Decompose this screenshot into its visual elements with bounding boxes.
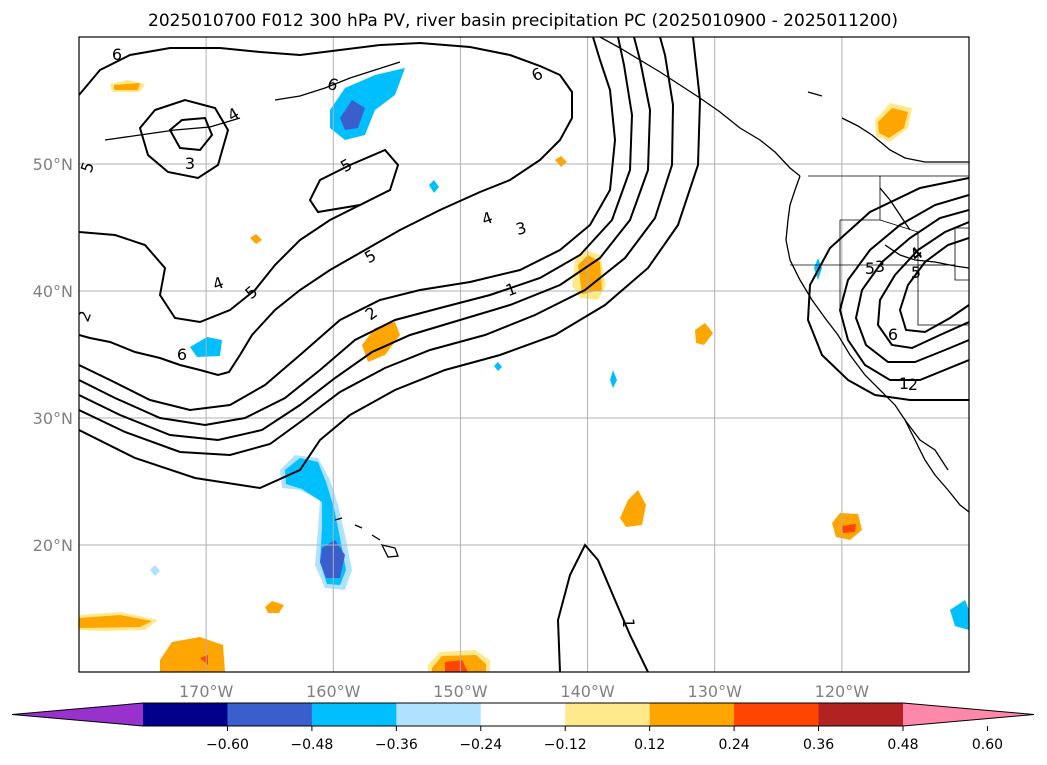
coastlines	[104, 37, 969, 558]
colorbar-outline	[11, 702, 1035, 727]
map-frame	[78, 36, 970, 673]
pv-contour-label: 2	[908, 375, 918, 394]
pv-contour-label: 5	[911, 263, 921, 282]
grid-lines	[79, 37, 969, 672]
pv-contour-label: 5	[865, 259, 875, 278]
contour-4-low	[168, 116, 214, 152]
pv-contour-label: 6	[177, 345, 187, 364]
colorbar-segment	[311, 703, 397, 726]
longitude-labels: 170°W 160°W 150°W 140°W 130°W 120°W	[179, 682, 869, 701]
colorbar-tick-label: −0.12	[544, 737, 587, 753]
colorbar-extend-high	[903, 703, 1034, 726]
colorbar-segment	[227, 703, 313, 726]
colorbar-tick-label: 0.36	[803, 737, 834, 753]
lat-tick-label: 40°N	[33, 282, 73, 301]
lon-tick-label: 130°W	[688, 682, 743, 701]
colorbar-ticks: −0.60 −0.48 −0.36 −0.24 −0.12 0.12 0.24 0.36 0.4…	[206, 726, 1003, 753]
contour-5	[308, 148, 400, 214]
colorbar-tick-label: 0.60	[972, 737, 1003, 753]
contour-ridge-1	[838, 194, 969, 381]
colorbar-tick-label: −0.48	[290, 737, 333, 753]
colorbar-segment	[818, 703, 904, 726]
contour-jet-4	[79, 37, 675, 457]
contour-jet-5	[79, 37, 702, 490]
pv-contour-label: 3	[514, 218, 529, 239]
lat-tick-label: 20°N	[33, 536, 73, 555]
lat-tick-label: 30°N	[33, 409, 73, 428]
contour-jet-3	[79, 37, 652, 442]
contour-1-south	[556, 543, 649, 672]
lon-tick-label: 160°W	[306, 682, 361, 701]
lon-tick-label: 120°W	[815, 682, 870, 701]
contour-ridge-3	[876, 221, 969, 350]
colorbar-extend-low	[12, 703, 143, 726]
colorbar-segment	[565, 703, 651, 726]
contour-ridge-2	[854, 209, 969, 363]
lon-tick-label: 140°W	[560, 682, 615, 701]
chart-title: 2025010700 F012 300 hPa PV, river basin …	[148, 11, 898, 31]
colorbar-segment	[143, 703, 228, 726]
colorbar-tick-label: −0.24	[459, 737, 502, 753]
pv-contour-label: 1	[899, 374, 909, 393]
colorbar	[11, 702, 1035, 727]
contour-6-north	[79, 41, 573, 377]
colorbar-segment	[649, 703, 735, 726]
lon-tick-label: 150°W	[433, 682, 488, 701]
colorbar-tick-label: 0.24	[719, 737, 750, 753]
contour-jet-2	[79, 37, 634, 427]
pv-contour-label: 6	[888, 325, 898, 344]
colorbar-segment	[480, 703, 566, 726]
lon-tick-label: 170°W	[179, 682, 234, 701]
colorbar-tick-label: −0.60	[206, 737, 249, 753]
colorbar-tick-label: 0.12	[634, 737, 665, 753]
lat-tick-label: 50°N	[33, 155, 73, 174]
contour-ridge-4	[898, 237, 969, 334]
contour-4-west	[79, 204, 361, 324]
pv-contours	[79, 37, 969, 672]
contour-jet-1	[79, 37, 617, 412]
pv-contour-label: 3	[185, 154, 195, 173]
latitude-labels: 50°N 40°N 30°N 20°N	[33, 155, 73, 555]
pv-contour-label: 3	[875, 257, 885, 276]
contour-ridge-outer	[806, 177, 969, 401]
contour-3-low	[138, 98, 230, 180]
colorbar-tick-label: 0.48	[887, 737, 918, 753]
pv-contour-label: 6	[112, 45, 122, 64]
colorbar-segment	[396, 703, 482, 726]
pv-contour-label: 1	[619, 618, 638, 628]
colorbar-segment	[734, 703, 820, 726]
colorbar-tick-label: −0.36	[375, 737, 418, 753]
precip-shading	[79, 68, 969, 672]
